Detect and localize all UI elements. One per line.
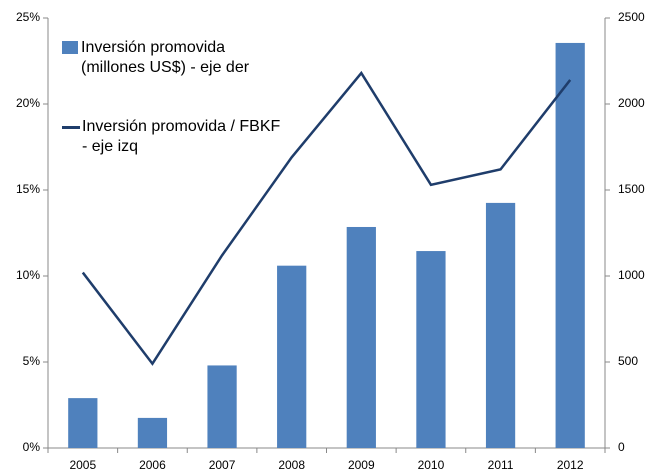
- x-tick-label: 2009: [348, 458, 375, 472]
- legend-swatch: [62, 126, 80, 129]
- y-tick-label: 5%: [23, 354, 41, 368]
- bar: [207, 365, 237, 448]
- bar: [68, 398, 98, 448]
- legend-label: Inversión promovida / FBKF - eje izq: [82, 118, 281, 155]
- y2-tick-label: 2000: [618, 96, 645, 110]
- x-tick-label: 2007: [209, 458, 236, 472]
- bar: [416, 251, 446, 448]
- y2-tick-label: 2500: [618, 10, 645, 24]
- x-tick-label: 2012: [557, 458, 584, 472]
- y-tick-label: 15%: [16, 182, 40, 196]
- y2-tick-label: 0: [618, 440, 625, 454]
- bar: [485, 202, 516, 448]
- line: [81, 70, 572, 366]
- legend-swatch: [62, 41, 78, 54]
- y2-tick-label: 1500: [618, 182, 645, 196]
- bar: [137, 417, 168, 448]
- x-tick-label: 2006: [139, 458, 166, 472]
- x-tick-label: 2010: [418, 458, 445, 472]
- legend-item: Inversión promovida (millones US$) - eje…: [62, 38, 281, 78]
- x-tick-label: 2008: [278, 458, 305, 472]
- y-tick-label: 10%: [16, 268, 40, 282]
- bar: [277, 265, 307, 448]
- y-tick-label: 20%: [16, 96, 40, 110]
- y2-tick-label: 1000: [618, 268, 645, 282]
- x-tick-label: 2011: [488, 458, 514, 472]
- bar: [346, 226, 376, 448]
- y-tick-label: 25%: [16, 10, 40, 24]
- y2-tick-label: 500: [618, 354, 638, 368]
- y-tick-label: 0%: [23, 440, 41, 454]
- legend-item: Inversión promovida / FBKF - eje izq: [62, 117, 282, 157]
- legend-label: Inversión promovida (millones US$) - eje…: [81, 39, 250, 76]
- bar: [555, 42, 585, 448]
- x-tick-label: 2005: [69, 458, 96, 472]
